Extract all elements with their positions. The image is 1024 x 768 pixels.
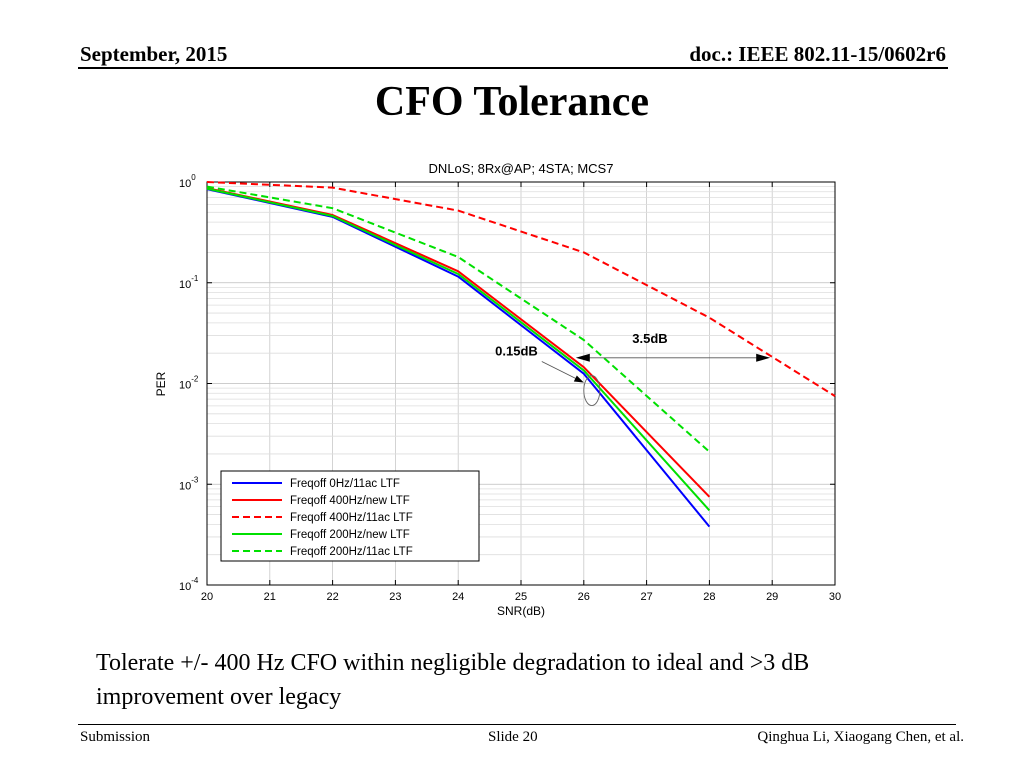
header-date: September, 2015 (80, 42, 228, 66)
annotations: 3.5dB 0.15dB (495, 331, 771, 406)
y-tick-label: 10-1 (179, 274, 199, 291)
header-divider (78, 67, 948, 69)
annotation-arrowhead-right (756, 353, 771, 362)
x-tick-label: 21 (264, 591, 276, 603)
series-group (206, 181, 836, 528)
slide-caption: Tolerate +/- 400 Hz CFO within negligibl… (96, 650, 810, 710)
y-tick-label: 100 (179, 173, 196, 190)
x-tick-label: 29 (766, 591, 778, 603)
legend-label-2: Freqoff 400Hz/new LTF (290, 495, 410, 507)
annotation-arrowhead-left (575, 353, 590, 362)
series-line-4 (206, 187, 711, 512)
footer-submission: Submission (80, 729, 151, 745)
x-axis-ticks: 20 21 22 23 24 25 26 27 28 29 30 (201, 182, 841, 603)
x-tick-label: 22 (326, 591, 338, 603)
x-tick-label: 23 (389, 591, 401, 603)
y-tick-label: 10-3 (179, 475, 199, 492)
x-axis-label: SNR(dB) (497, 604, 545, 618)
legend-label-4: Freqoff 200Hz/new LTF (290, 529, 410, 541)
legend-label-1: Freqoff 0Hz/11ac LTF (290, 478, 400, 490)
series-line-3 (206, 181, 836, 397)
footer-slide-number: Slide 20 (488, 729, 538, 745)
y-axis-ticks: 100 10-1 10-2 10-3 10-4 (179, 173, 835, 593)
x-tick-label: 20 (201, 591, 213, 603)
y-tick-label: 10-2 (179, 375, 199, 392)
x-tick-label: 26 (578, 591, 590, 603)
grid-lines (207, 182, 835, 585)
annotation-0-15db-arrowhead (573, 375, 584, 383)
y-tick-label: 10-4 (179, 576, 199, 593)
y-axis-label: PER (154, 371, 168, 396)
legend-label-3: Freqoff 400Hz/11ac LTF (290, 512, 413, 524)
x-tick-label: 27 (640, 591, 652, 603)
footer-divider (78, 724, 956, 725)
series-line-5 (206, 185, 711, 453)
footer-authors: Qinghua Li, Xiaogang Chen, et al. (757, 729, 964, 745)
slide-title: CFO Tolerance (374, 79, 650, 125)
annotation-0-15db-label: 0.15dB (495, 344, 538, 359)
x-tick-label: 25 (515, 591, 527, 603)
legend-label-5: Freqoff 200Hz/11ac LTF (290, 546, 413, 558)
header-doc-id: doc.: IEEE 802.11-15/0602r6 (689, 42, 946, 66)
annotation-3-5db-label: 3.5dB (632, 331, 667, 346)
legend: Freqoff 0Hz/11ac LTF Freqoff 400Hz/new LT… (220, 470, 480, 562)
annotation-0-15db-pointer (541, 361, 581, 381)
x-tick-label: 24 (452, 591, 464, 603)
annotation-0-15db-ellipse (583, 375, 601, 406)
chart-title: DNLoS; 8Rx@AP; 4STA; MCS7 (429, 161, 614, 176)
legend-box (220, 470, 480, 562)
x-tick-label: 30 (829, 591, 841, 603)
x-tick-label: 28 (703, 591, 715, 603)
